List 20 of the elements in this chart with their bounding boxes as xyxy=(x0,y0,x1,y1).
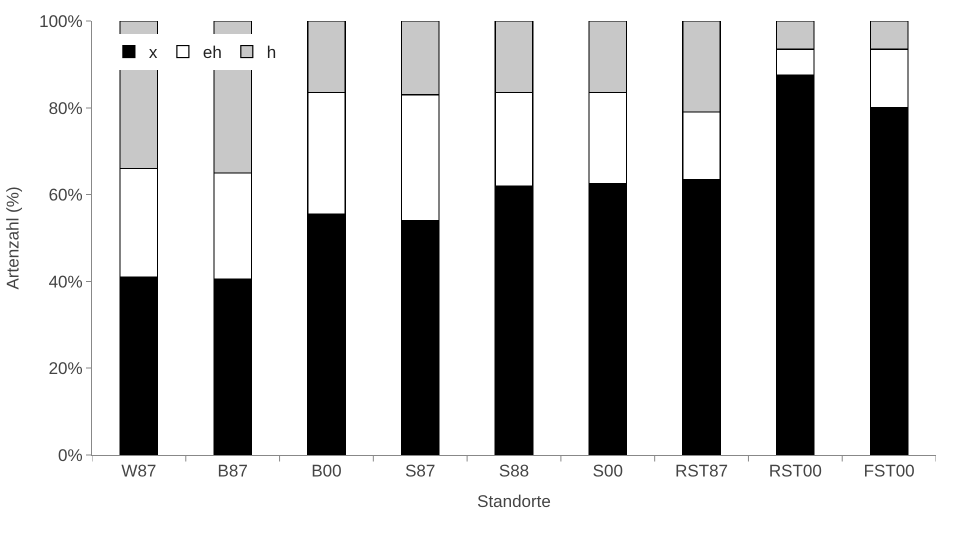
x-tick-label: RST00 xyxy=(768,461,822,480)
y-tick-label: 20% xyxy=(48,359,83,378)
legend-label: eh xyxy=(202,43,222,62)
y-tick-label: 60% xyxy=(48,186,83,205)
legend-label: x xyxy=(148,43,158,62)
x-tick-label: B87 xyxy=(218,461,248,480)
legend-label: h xyxy=(266,43,276,62)
x-tick-label: FST00 xyxy=(864,461,915,480)
y-tick-label: 100% xyxy=(39,12,83,31)
x-tick-label: S88 xyxy=(498,461,530,480)
y-axis-title: Artenzahl (%) xyxy=(4,186,23,290)
x-axis-title: Standorte xyxy=(477,492,551,511)
y-tick-label: 80% xyxy=(48,98,83,118)
x-tick-label: S87 xyxy=(405,461,436,480)
y-tick-label: 40% xyxy=(48,272,83,292)
y-tick-label: 0% xyxy=(58,446,83,465)
x-tick-label: B00 xyxy=(311,461,342,480)
x-tick-label: W87 xyxy=(121,461,156,480)
x-tick-label: S00 xyxy=(592,461,623,480)
x-tick-label: RST87 xyxy=(675,461,728,480)
